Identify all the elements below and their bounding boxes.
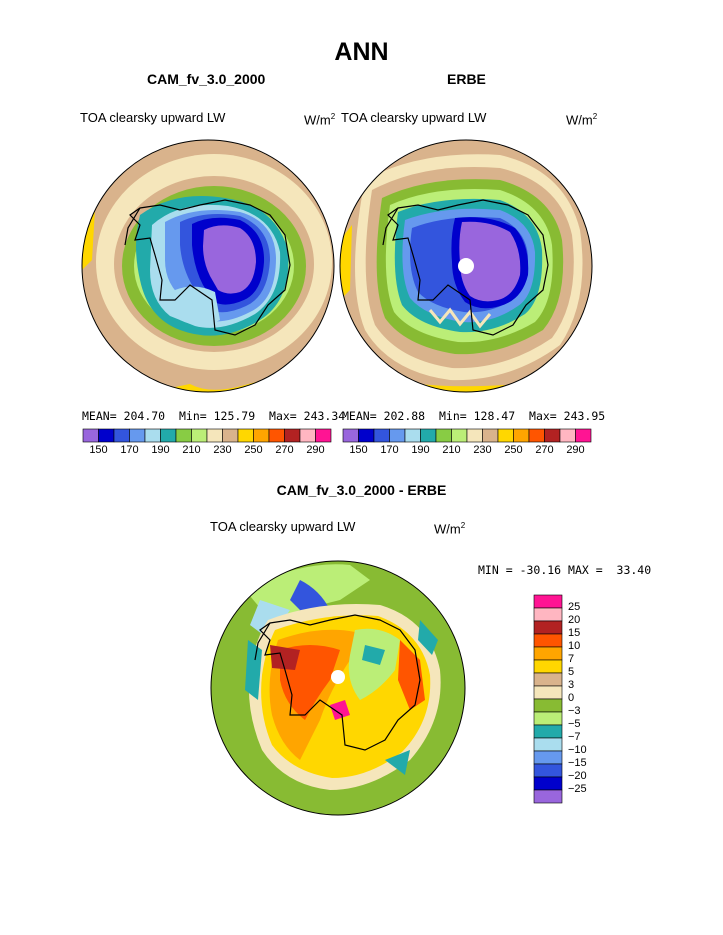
colorbar-tick-label: −10 bbox=[568, 744, 587, 756]
colorbar-tick-label: 290 bbox=[306, 444, 325, 456]
figure-title: ANN bbox=[334, 38, 389, 66]
colorbar-swatch bbox=[451, 428, 468, 443]
colorbar-swatch bbox=[466, 428, 483, 443]
colorbar-tick-label: 190 bbox=[151, 444, 170, 456]
colorbar-tick-label: −25 bbox=[568, 783, 587, 795]
colorbar-tick-label: 230 bbox=[473, 444, 492, 456]
right-colorbar bbox=[342, 428, 592, 443]
colorbar-tick-label: 170 bbox=[120, 444, 139, 456]
colorbar-swatch bbox=[113, 428, 130, 443]
colorbar-tick-label: 15 bbox=[568, 627, 581, 639]
colorbar-swatch bbox=[222, 428, 239, 443]
colorbar-tick-label: 230 bbox=[213, 444, 232, 456]
colorbar-swatch bbox=[482, 428, 499, 443]
colorbar-swatch bbox=[268, 428, 285, 443]
colorbar-tick-label: 210 bbox=[442, 444, 461, 456]
colorbar-swatch bbox=[389, 428, 406, 443]
colorbar-swatch bbox=[533, 633, 563, 648]
diff-variable-label: TOA clearsky upward LW bbox=[210, 519, 356, 534]
colorbar-swatch bbox=[533, 672, 563, 687]
colorbar-swatch bbox=[237, 428, 254, 443]
colorbar-swatch bbox=[253, 428, 270, 443]
left-variable-label: TOA clearsky upward LW bbox=[80, 110, 226, 125]
diff-panel-title: CAM_fv_3.0_2000 - ERBE bbox=[276, 482, 447, 498]
colorbar-tick-label: −3 bbox=[568, 705, 581, 717]
colorbar-swatch bbox=[175, 428, 192, 443]
colorbar-tick-label: 270 bbox=[535, 444, 554, 456]
right-panel-title: ERBE bbox=[447, 71, 486, 87]
right-stats: MEAN= 202.88 Min= 128.47 Max= 243.95 bbox=[342, 409, 606, 423]
colorbar-tick-label: 190 bbox=[411, 444, 430, 456]
diff-polar-map bbox=[211, 561, 465, 815]
colorbar-swatch bbox=[299, 428, 316, 443]
colorbar-swatch bbox=[404, 428, 421, 443]
colorbar-swatch bbox=[144, 428, 161, 443]
colorbar-swatch bbox=[533, 685, 563, 700]
colorbar-swatch bbox=[497, 428, 514, 443]
colorbar-tick-label: 3 bbox=[568, 679, 575, 691]
colorbar-swatch bbox=[206, 428, 223, 443]
diff-minmax: MIN = -30.16 MAX = 33.40 bbox=[478, 563, 652, 577]
colorbar-swatch bbox=[533, 724, 563, 739]
colorbar-tick-label: 20 bbox=[568, 614, 581, 626]
left-polar-map bbox=[82, 140, 334, 392]
left-panel-title: CAM_fv_3.0_2000 bbox=[147, 71, 266, 87]
colorbar-tick-label: 10 bbox=[568, 640, 581, 652]
colorbar-swatch bbox=[559, 428, 576, 443]
colorbar-swatch bbox=[191, 428, 208, 443]
diff-colorbar bbox=[533, 594, 563, 804]
right-polar-map bbox=[340, 140, 592, 392]
colorbar-tick-label: 7 bbox=[568, 653, 575, 665]
right-variable-label: TOA clearsky upward LW bbox=[341, 110, 487, 125]
colorbar-tick-label: −7 bbox=[568, 731, 581, 743]
colorbar-tick-label: 250 bbox=[504, 444, 523, 456]
colorbar-tick-label: −20 bbox=[568, 770, 587, 782]
colorbar-tick-label: 25 bbox=[568, 601, 581, 613]
colorbar-tick-label: 210 bbox=[182, 444, 201, 456]
colorbar-swatch bbox=[315, 428, 332, 443]
colorbar-swatch bbox=[533, 698, 563, 713]
colorbar-swatch bbox=[533, 620, 563, 635]
colorbar-swatch bbox=[533, 607, 563, 622]
colorbar-swatch bbox=[533, 646, 563, 661]
colorbar-tick-label: −15 bbox=[568, 757, 587, 769]
left-stats: MEAN= 204.70 Min= 125.79 Max= 243.34 bbox=[82, 409, 346, 423]
colorbar-tick-label: 170 bbox=[380, 444, 399, 456]
colorbar-swatch bbox=[160, 428, 177, 443]
colorbar-swatch bbox=[342, 428, 359, 443]
colorbar-swatch bbox=[82, 428, 99, 443]
colorbar-swatch bbox=[533, 659, 563, 674]
colorbar-tick-label: −5 bbox=[568, 718, 581, 730]
colorbar-tick-label: 290 bbox=[566, 444, 585, 456]
colorbar-swatch bbox=[533, 737, 563, 752]
colorbar-tick-label: 150 bbox=[89, 444, 108, 456]
colorbar-tick-label: 5 bbox=[568, 666, 575, 678]
colorbar-swatch bbox=[513, 428, 530, 443]
colorbar-tick-label: 250 bbox=[244, 444, 263, 456]
colorbar-swatch bbox=[533, 750, 563, 765]
colorbar-swatch bbox=[420, 428, 437, 443]
left-colorbar bbox=[82, 428, 332, 443]
colorbar-swatch bbox=[533, 776, 563, 791]
colorbar-tick-label: 150 bbox=[349, 444, 368, 456]
colorbar-swatch bbox=[533, 763, 563, 778]
colorbar-swatch bbox=[575, 428, 592, 443]
diff-units-label: W/m2 bbox=[434, 521, 466, 537]
colorbar-swatch bbox=[358, 428, 375, 443]
colorbar-swatch bbox=[533, 594, 563, 609]
colorbar-swatch bbox=[435, 428, 452, 443]
colorbar-swatch bbox=[129, 428, 146, 443]
colorbar-swatch bbox=[98, 428, 115, 443]
colorbar-swatch bbox=[373, 428, 390, 443]
colorbar-swatch bbox=[544, 428, 561, 443]
colorbar-tick-label: 270 bbox=[275, 444, 294, 456]
colorbar-swatch bbox=[284, 428, 301, 443]
colorbar-tick-label: 0 bbox=[568, 692, 575, 704]
left-units-label: W/m2 bbox=[304, 112, 336, 128]
colorbar-swatch bbox=[533, 789, 563, 804]
right-units-label: W/m2 bbox=[566, 112, 598, 128]
colorbar-swatch bbox=[528, 428, 545, 443]
colorbar-swatch bbox=[533, 711, 563, 726]
